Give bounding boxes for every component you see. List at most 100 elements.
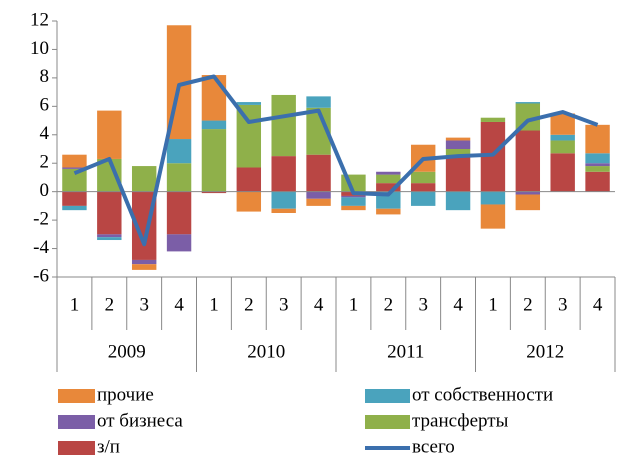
bar <box>62 167 87 169</box>
bar <box>306 191 331 199</box>
legend-swatch <box>365 389 410 403</box>
bar <box>97 237 122 241</box>
bar <box>341 205 366 211</box>
bar <box>445 191 471 211</box>
bar <box>445 140 471 149</box>
legend-label: прочие <box>97 384 154 405</box>
x-tick-label: 1 <box>349 294 359 315</box>
x-tick-label: 2 <box>384 294 394 315</box>
bar <box>201 120 227 130</box>
y-tick-label: 4 <box>40 123 50 144</box>
bar <box>550 134 575 141</box>
bar <box>166 139 192 164</box>
x-tick-label: 2 <box>523 294 533 315</box>
bar <box>585 166 610 172</box>
x-tick-label: 3 <box>418 294 428 315</box>
x-tick-label: 4 <box>453 294 463 315</box>
x-tick-label: 4 <box>593 294 603 315</box>
bar <box>62 154 87 168</box>
bar <box>550 113 575 135</box>
x-tick-label: 1 <box>209 294 219 315</box>
bar <box>62 191 87 206</box>
x-tick-label: 1 <box>488 294 498 315</box>
bar <box>306 96 331 108</box>
bar <box>376 174 401 184</box>
legend-swatch <box>58 441 95 455</box>
bar <box>271 191 296 209</box>
bar <box>410 183 436 192</box>
bar <box>166 163 192 192</box>
group-label: 2010 <box>247 341 285 362</box>
bar <box>550 153 575 192</box>
bar <box>201 191 227 194</box>
x-tick-label: 4 <box>314 294 324 315</box>
bar <box>201 129 227 192</box>
y-tick-label: 8 <box>40 66 50 87</box>
legend-swatch <box>365 415 410 429</box>
y-tick-label: 6 <box>40 95 50 116</box>
bar <box>201 75 227 121</box>
bar <box>515 191 541 195</box>
bar <box>306 154 331 192</box>
legend-label: трансферты <box>412 410 509 431</box>
y-tick-label: -4 <box>33 237 49 258</box>
bar <box>97 110 122 159</box>
bar <box>445 137 471 141</box>
y-tick-label: 2 <box>40 152 50 173</box>
bar <box>271 156 296 192</box>
bar <box>480 117 506 122</box>
group-label: 2011 <box>387 341 424 362</box>
bar <box>131 166 157 192</box>
legend-label: з/п <box>97 436 120 457</box>
bar <box>550 140 575 154</box>
y-tick-label: 10 <box>30 38 49 59</box>
bar <box>62 168 87 192</box>
bar <box>515 194 541 211</box>
legend-label: от собственности <box>412 384 553 405</box>
bar <box>166 234 192 252</box>
x-tick-label: 4 <box>174 294 184 315</box>
bar <box>341 197 366 206</box>
bar <box>445 156 471 192</box>
x-tick-label: 3 <box>139 294 149 315</box>
y-tick-label: -2 <box>33 208 49 229</box>
bar <box>585 124 610 154</box>
x-tick-label: 3 <box>279 294 289 315</box>
bar <box>410 171 436 184</box>
bar <box>271 94 296 157</box>
x-tick-label: 3 <box>558 294 568 315</box>
legend-swatch <box>58 389 95 403</box>
legend-swatch <box>58 415 95 429</box>
x-tick-label: 1 <box>70 294 80 315</box>
legend-label: всего <box>412 436 455 457</box>
bar <box>585 153 610 164</box>
bar <box>341 195 366 198</box>
y-tick-label: 12 <box>30 9 49 30</box>
bar <box>97 234 122 238</box>
bar <box>236 102 262 105</box>
bar <box>62 205 87 211</box>
bar <box>480 191 506 205</box>
bar <box>97 191 122 235</box>
group-label: 2012 <box>526 341 564 362</box>
bar <box>271 208 296 213</box>
bar <box>166 191 192 235</box>
bar <box>585 163 610 167</box>
bar <box>376 171 401 175</box>
bar <box>306 198 331 206</box>
bar <box>410 191 436 206</box>
x-tick-label: 2 <box>105 294 115 315</box>
bar <box>445 149 471 157</box>
bar <box>480 204 506 229</box>
bar <box>585 171 610 192</box>
line <box>73 74 599 247</box>
x-tick-label: 2 <box>244 294 254 315</box>
legend-label: от бизнеса <box>97 410 183 431</box>
bar <box>376 183 401 192</box>
bar <box>131 259 157 265</box>
y-tick-label: 0 <box>40 180 50 201</box>
bar <box>236 104 262 168</box>
group-label: 2009 <box>108 341 146 362</box>
bar <box>376 208 401 215</box>
